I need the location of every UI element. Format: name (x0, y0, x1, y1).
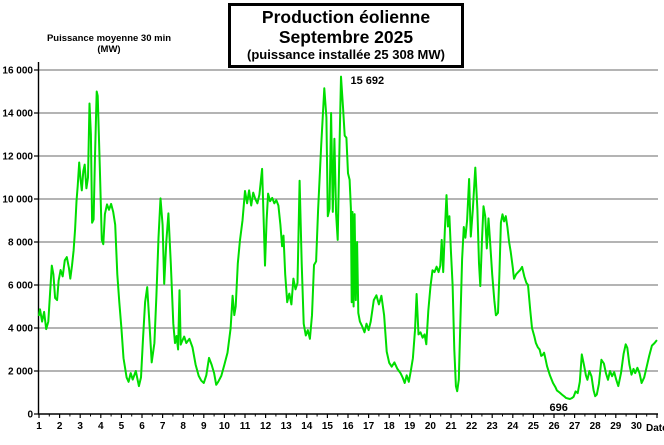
x-tick-label: 18 (384, 421, 396, 432)
x-tick-label: 17 (363, 421, 375, 432)
x-tick-label: 28 (590, 421, 602, 432)
x-tick-label: 26 (548, 421, 560, 432)
y-axis-title-line1: Puissance moyenne 30 min (46, 33, 172, 44)
x-tick-label: 15 (322, 421, 334, 432)
x-tick-label: 24 (507, 421, 519, 432)
x-tick-label: 4 (98, 421, 104, 432)
x-tick-label: 19 (404, 421, 416, 432)
x-tick-label: 1 (36, 421, 42, 432)
chart-title-line1: Production éolienne (261, 7, 431, 27)
y-tick-label: 0 (27, 410, 33, 421)
min-label: 696 (549, 402, 567, 414)
chart-title-box: Production éolienne Septembre 2025 (puis… (228, 3, 464, 68)
x-tick-label: 5 (119, 421, 125, 432)
axes (37, 62, 658, 415)
y-tick-label: 4 000 (8, 324, 33, 335)
x-tick-label: 7 (160, 421, 166, 432)
y-tick-label: 14 000 (2, 109, 33, 120)
x-tick-label: 11 (240, 421, 251, 432)
x-tick-label: 10 (219, 421, 231, 432)
x-tick-label: 16 (342, 421, 354, 432)
y-axis-title-line2: (MW) (97, 44, 121, 55)
x-tick-label: 9 (201, 421, 207, 432)
x-tick-label: 14 (301, 421, 313, 432)
x-tick-label: 12 (260, 421, 272, 432)
production-line (38, 75, 658, 400)
x-tick-label: 3 (77, 421, 83, 432)
x-tick-label: 6 (139, 421, 145, 432)
y-tick-label: 12 000 (2, 152, 33, 163)
y-tick-label: 8 000 (8, 238, 33, 249)
x-tick-label: 22 (466, 421, 478, 432)
x-tick-label: 13 (281, 421, 293, 432)
x-axis-ticks: 1 2 3 4 5 6 7 8 9 10 11 12 13 14 15 16 17 18 19 20 21 22 23 24 2… (36, 414, 664, 434)
chart-title-line3: (puissance installée 25 308 MW) (247, 47, 445, 62)
y-axis-title: Puissance moyenne 30 min (MW) (44, 33, 174, 55)
y-tick-label: 6 000 (8, 281, 33, 292)
series-wind-production (38, 75, 658, 400)
x-tick-label: 20 (425, 421, 437, 432)
annotations: 15 692 696 (350, 75, 567, 414)
x-tick-label: 30 (631, 421, 643, 432)
x-tick-label: 25 (528, 421, 540, 432)
y-axis-ticks: 16 000 14 000 12 000 10 000 8 000 6 000 4 000 2… (2, 66, 39, 421)
x-tick-label: 29 (610, 421, 622, 432)
x-tick-label: 8 (180, 421, 186, 432)
chart-title-line2: Septembre 2025 (278, 27, 414, 47)
y-tick-label: 2 000 (8, 367, 33, 378)
x-axis-date-label: Date (646, 423, 664, 434)
x-tick-label: 27 (569, 421, 581, 432)
max-label: 15 692 (350, 75, 384, 87)
x-tick-label: 21 (445, 421, 457, 432)
y-tick-label: 10 000 (2, 195, 33, 206)
y-tick-label: 16 000 (2, 66, 33, 77)
x-tick-label: 2 (57, 421, 63, 432)
x-tick-label: 23 (487, 421, 499, 432)
gridlines (38, 69, 658, 372)
